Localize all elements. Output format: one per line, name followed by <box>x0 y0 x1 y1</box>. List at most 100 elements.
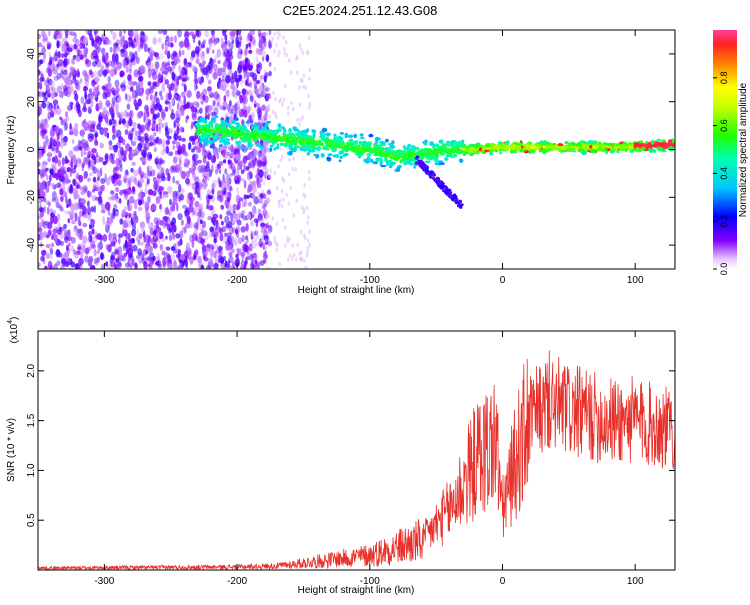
spectrogram-cell <box>398 150 402 154</box>
spectrogram-cell <box>137 248 143 256</box>
spectrogram-cell <box>146 216 150 224</box>
spectrogram-cell <box>307 93 310 99</box>
spectrogram-cell <box>189 256 194 265</box>
spectrogram-cell <box>234 229 238 236</box>
spectrogram-cell <box>85 99 91 105</box>
spectrogram-cell <box>392 154 396 159</box>
spectrogram-cell <box>127 74 132 81</box>
spectrogram-cell <box>181 219 184 226</box>
spectrogram-cell <box>156 156 159 163</box>
spectrogram-cell <box>122 43 128 49</box>
spectrogram-cell <box>144 113 149 121</box>
spectrogram-cell <box>220 261 226 269</box>
spectrogram-cell <box>113 203 118 210</box>
spectrogram-cell <box>265 54 270 63</box>
spectrogram-cell <box>456 201 460 205</box>
spectrogram-cell <box>258 160 263 166</box>
spectrogram-cell <box>143 236 147 243</box>
spectrogram-cell <box>619 146 623 152</box>
spectrogram-cell <box>201 244 206 252</box>
spectrogram-cell <box>302 73 306 79</box>
spectrogram-cell <box>224 140 229 145</box>
spectrogram-cell <box>198 232 203 240</box>
spectrogram-cell <box>172 249 177 254</box>
spectrogram-cell <box>101 263 104 269</box>
spectrogram-cell <box>584 146 589 151</box>
spectrogram-cell <box>112 144 118 149</box>
spectrogram-cell <box>269 144 274 148</box>
spectrogram-cell <box>72 249 77 255</box>
spectrogram-cell <box>206 47 210 54</box>
spectrogram-cell <box>110 254 114 260</box>
spectrogram-cell <box>39 59 44 65</box>
spectrogram-cell <box>43 205 47 214</box>
spectrogram-cell <box>126 94 132 103</box>
spectrogram-cell <box>89 240 96 248</box>
spectrogram-cell <box>259 134 263 139</box>
spectrogram-cell <box>143 261 148 269</box>
spectrogram-cell <box>93 248 97 257</box>
spectrogram-cell <box>89 225 93 230</box>
spectrogram-cell <box>131 161 136 166</box>
spectrogram-cell <box>213 63 218 72</box>
spectrogram-cell <box>115 59 119 65</box>
spectrogram-cell <box>240 226 246 233</box>
spectrogram-cell <box>176 253 181 259</box>
spectrogram-cell <box>157 122 161 132</box>
spectrogram-cell <box>506 145 512 149</box>
spectrogram-cell <box>201 119 208 123</box>
spectrogram-cell <box>74 212 78 222</box>
spectrogram-cell <box>83 118 87 124</box>
spectrogram-cell <box>113 91 120 99</box>
spectrogram-cell <box>131 258 135 267</box>
spectrogram-cell <box>189 135 195 141</box>
spectrogram-cell <box>139 179 145 184</box>
spectrogram-cell <box>235 194 241 204</box>
spectrogram-cell <box>277 123 282 128</box>
spectrogram-cell <box>76 228 81 234</box>
spectrogram-cell <box>372 161 379 165</box>
spectrogram-cell <box>362 141 369 146</box>
spectrogram-cell <box>167 65 172 72</box>
spectrogram-cell <box>258 67 261 72</box>
spectrogram-cell <box>227 182 231 190</box>
spectrogram-cell <box>176 202 179 212</box>
spectrogram-cell <box>117 266 121 269</box>
spectrogram-cell <box>117 233 124 239</box>
spectrogram-cell <box>107 244 112 253</box>
spectrogram-cell <box>306 152 311 156</box>
spectrogram-cell <box>256 242 260 247</box>
spectrogram-cell <box>93 258 97 265</box>
spectrogram-cell <box>57 229 62 235</box>
spectrogram-cell <box>70 236 76 244</box>
spectrogram-cell <box>164 121 168 128</box>
spectrogram-cell <box>240 145 245 150</box>
spectrogram-cell <box>288 127 292 133</box>
spectrogram-cell <box>183 103 190 109</box>
spectrogram-cell <box>422 154 425 158</box>
spectrogram-cell <box>299 229 303 235</box>
spectrogram-cell <box>93 139 98 147</box>
spectrogram-cell <box>299 250 303 255</box>
spectrogram-cell <box>119 218 124 225</box>
spectrogram-cell <box>148 154 153 159</box>
spectrogram-cell <box>368 148 373 153</box>
spectrogram-cell <box>100 178 106 184</box>
snr-x-tick-label: 100 <box>627 576 644 587</box>
spectrogram-cell <box>150 169 156 177</box>
spectrogram-cell <box>59 153 62 159</box>
spectrogram-cell <box>38 221 42 229</box>
spectrogram-cell <box>294 138 298 142</box>
spectrogram-cell <box>158 157 163 165</box>
spectrogram-marks <box>38 30 675 269</box>
spectrogram-cell <box>257 213 263 222</box>
spectrogram-cell <box>178 183 182 193</box>
spectrogram-cell <box>48 30 51 37</box>
spectrogram-cell <box>39 210 44 218</box>
spectrogram-cell <box>243 164 247 173</box>
spectrogram-cell <box>112 207 116 216</box>
spectrogram-cell <box>148 222 154 231</box>
spectrogram-cell <box>278 49 281 55</box>
spectrogram-cell <box>113 66 117 73</box>
